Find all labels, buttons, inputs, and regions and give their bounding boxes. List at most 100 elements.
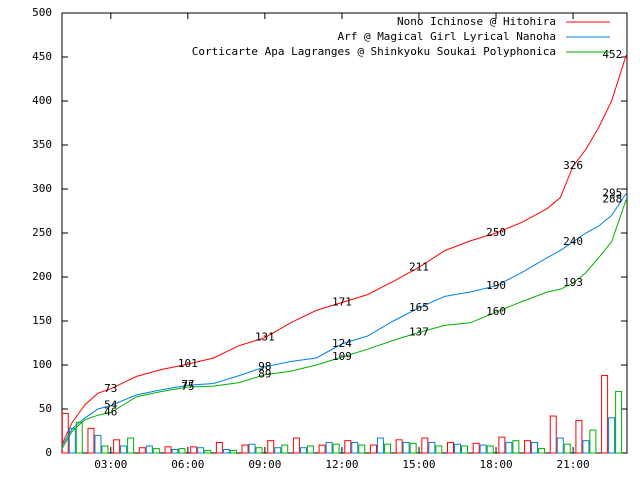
x-tick-label: 09:00 [248, 458, 281, 471]
y-tick-label: 300 [32, 182, 52, 195]
count-bar [229, 449, 237, 454]
count-bar [472, 442, 480, 454]
value-label: 101 [178, 357, 198, 370]
count-bar [204, 449, 212, 454]
count-bar [531, 441, 539, 454]
x-tick-label: 18:00 [479, 458, 512, 471]
count-bar [395, 439, 403, 454]
value-label: 160 [486, 305, 506, 318]
count-bar [447, 441, 454, 454]
count-bar [344, 440, 352, 454]
value-label: 171 [332, 296, 352, 309]
x-tick-label: 15:00 [402, 458, 435, 471]
count-bar [318, 444, 326, 454]
count-bar [299, 447, 307, 454]
series-line [61, 199, 627, 449]
y-tick-label: 400 [32, 94, 52, 107]
legend-label: Nono Ichinose @ Hitohira [397, 15, 556, 28]
legend-label: Arf @ Magical Girl Lyrical Nanoha [337, 30, 556, 43]
count-bar [575, 419, 583, 454]
count-bar [138, 447, 146, 454]
value-label: 54 [104, 398, 118, 411]
count-bar [538, 448, 546, 454]
value-label: 295 [602, 186, 622, 199]
count-bar [325, 441, 333, 454]
series-line [61, 193, 627, 447]
count-bar [369, 444, 377, 454]
count-bar [94, 434, 102, 454]
count-bar [601, 375, 609, 454]
value-label: 190 [486, 279, 506, 292]
count-bar [171, 448, 179, 454]
count-bar [164, 446, 172, 454]
count-bar [241, 444, 249, 454]
count-bar [152, 448, 160, 454]
count-bar [351, 441, 359, 454]
count-bar [332, 443, 340, 454]
count-bar [582, 440, 590, 454]
count-bar [524, 440, 532, 454]
count-bar [306, 445, 314, 454]
count-bar [512, 440, 520, 454]
count-bar [435, 445, 443, 454]
count-bar [87, 427, 95, 454]
count-bar [608, 417, 616, 454]
value-label: 75 [181, 380, 194, 393]
count-bar [120, 445, 128, 454]
value-label: 89 [258, 368, 271, 381]
value-label: 250 [486, 226, 506, 239]
count-bar [215, 441, 223, 454]
value-label: 124 [332, 337, 352, 350]
count-bar [145, 445, 153, 454]
count-bar [358, 444, 366, 454]
count-bar [75, 421, 83, 454]
count-bar [61, 412, 69, 454]
y-tick-label: 250 [32, 226, 52, 239]
count-bar [556, 437, 564, 454]
x-tick-label: 21:00 [557, 458, 590, 471]
y-tick-label: 350 [32, 138, 52, 151]
count-bar [479, 444, 487, 454]
value-label: 137 [409, 325, 429, 338]
value-label: 326 [563, 159, 583, 172]
y-tick-label: 100 [32, 358, 52, 371]
count-bar [197, 447, 205, 454]
count-bar [486, 445, 494, 454]
count-bar [421, 437, 429, 454]
series-line [61, 55, 627, 445]
count-bar [190, 446, 198, 454]
count-bar [505, 441, 513, 454]
count-bar [127, 437, 135, 454]
count-bar [274, 447, 282, 454]
value-label: 240 [563, 235, 583, 248]
count-bar [178, 448, 186, 454]
count-bar [113, 439, 121, 454]
y-tick-label: 500 [32, 6, 52, 19]
count-bar [267, 440, 275, 454]
value-label: 193 [563, 276, 583, 289]
value-label: 109 [332, 350, 352, 363]
value-label: 165 [409, 301, 429, 314]
count-bar [376, 437, 384, 454]
value-label: 211 [409, 260, 429, 273]
value-label: 131 [255, 331, 275, 344]
count-bar [292, 437, 300, 454]
y-tick-label: 50 [39, 402, 52, 415]
count-bar [409, 442, 417, 454]
count-bar [402, 441, 410, 454]
count-bar [563, 443, 571, 454]
legend-label: Corticarte Apa Lagranges @ Shinkyoku Sou… [192, 45, 556, 58]
count-bar [255, 447, 263, 454]
value-label: 73 [104, 382, 117, 395]
y-tick-label: 200 [32, 270, 52, 283]
plot-frame [61, 12, 628, 454]
count-bar [615, 390, 623, 454]
value-label: 98 [258, 360, 271, 373]
count-bar [589, 429, 597, 454]
value-label: 288 [602, 193, 622, 206]
count-bar [428, 441, 436, 454]
x-tick-label: 03:00 [94, 458, 127, 471]
value-label: 46 [104, 406, 117, 419]
x-tick-label: 12:00 [325, 458, 358, 471]
